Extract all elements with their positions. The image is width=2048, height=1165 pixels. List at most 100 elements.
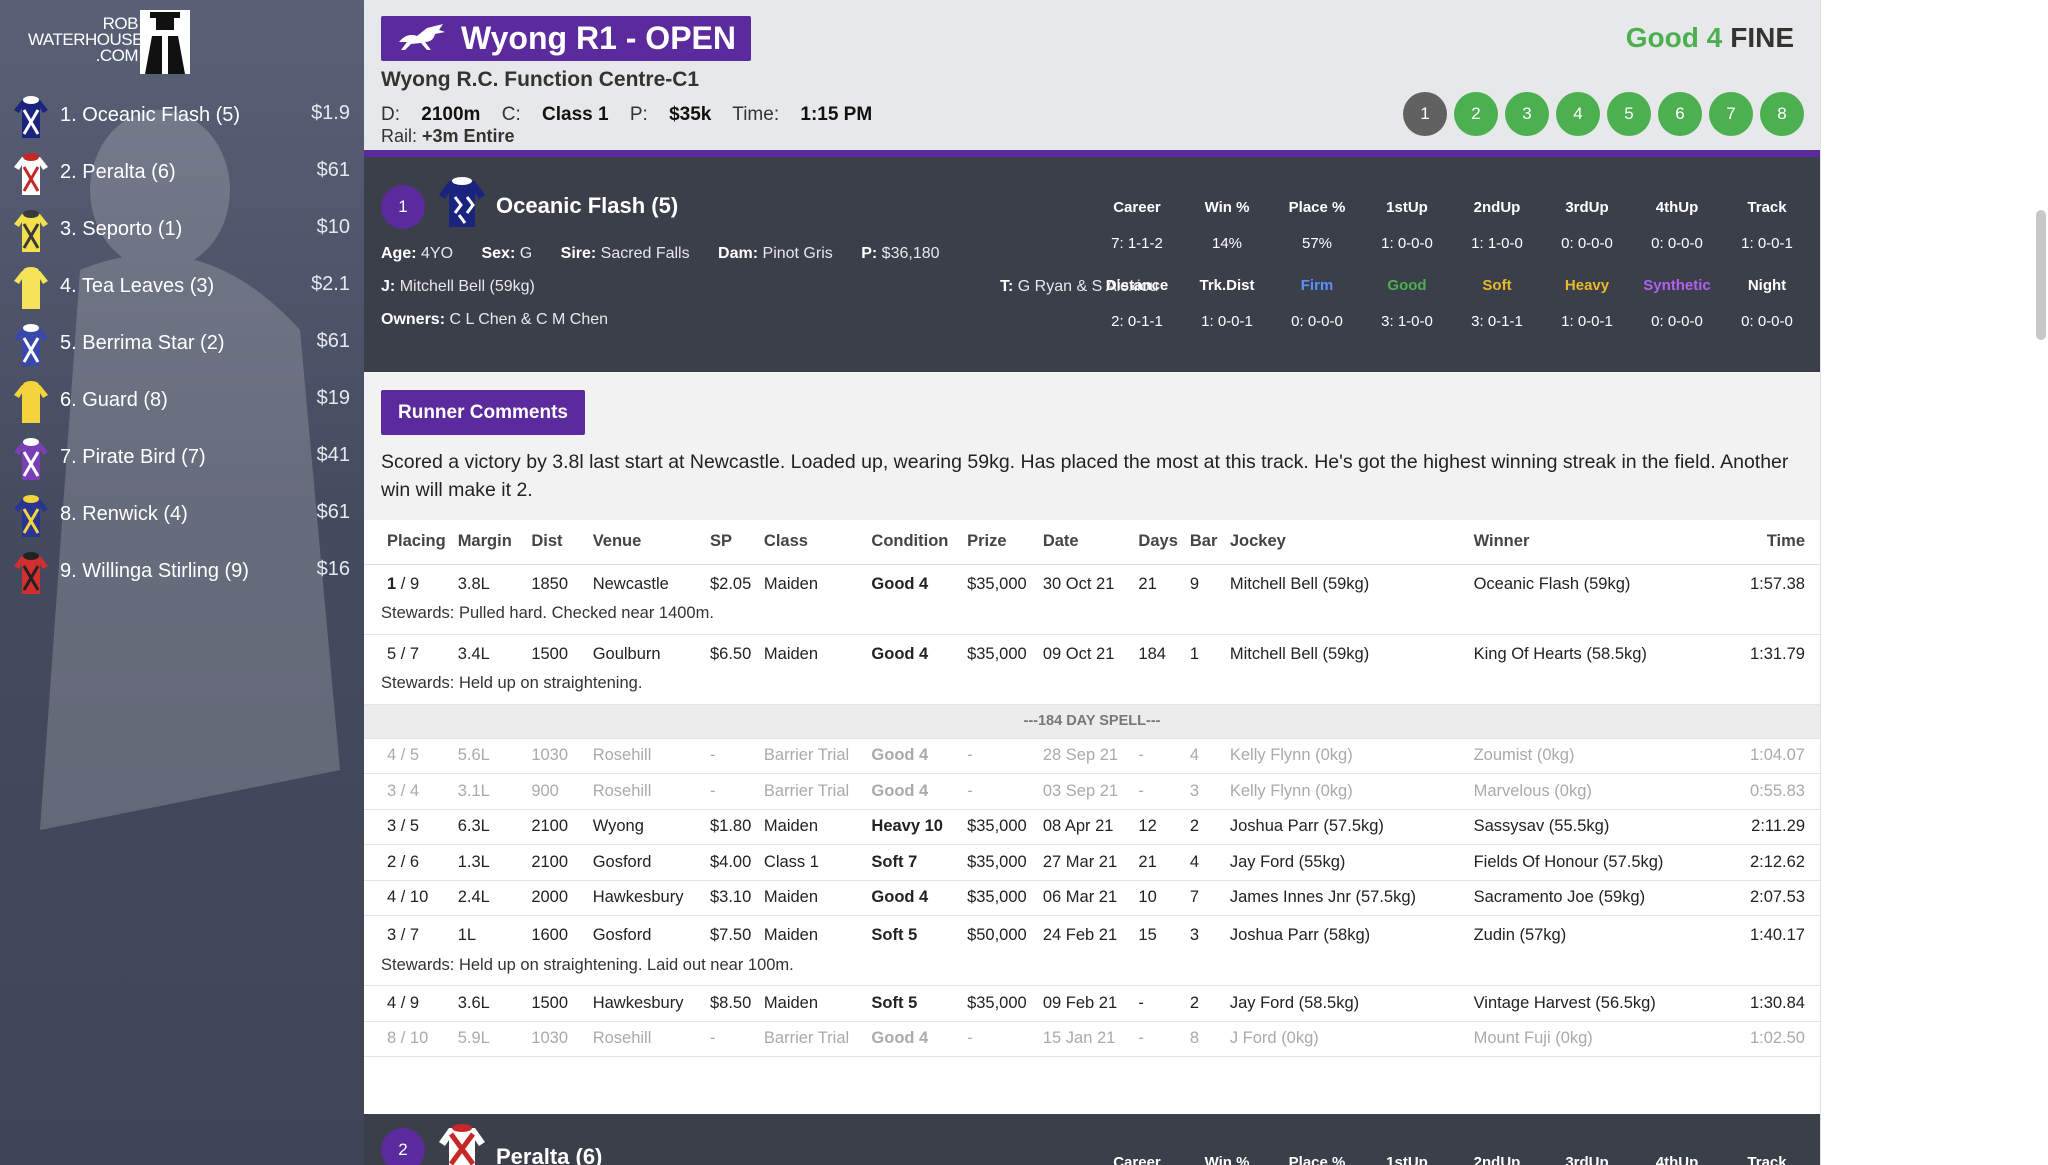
cell-time: 1:31.79 <box>1749 644 1805 663</box>
column-header[interactable]: Placing <box>364 520 452 565</box>
runner-odds: $2.1 <box>311 273 350 295</box>
cell-date: 15 Jan 21 <box>1036 1021 1133 1057</box>
column-header[interactable]: Venue <box>586 520 704 565</box>
column-header[interactable]: Date <box>1036 520 1133 565</box>
cell-prize: - <box>961 738 1037 774</box>
cell-dist: 900 <box>525 773 587 810</box>
cell-margin: 2.4L <box>451 880 526 916</box>
runner-sidebar: ROB WATERHOUSE .COM 1. Oceanic Flash (5) $1… <box>0 0 364 1165</box>
column-header[interactable]: Margin <box>451 520 526 565</box>
jockey-silks-icon <box>14 552 48 594</box>
cell-sp: $1.80 <box>703 809 758 845</box>
cell-margin: 6.3L <box>451 809 526 845</box>
jockey-silks-icon <box>14 96 48 138</box>
cell-bar: 9 <box>1189 574 1200 593</box>
placing-value: 2 / 6 <box>387 852 420 871</box>
form-row: 5 / 7 3.4L 1500 Goulburn $6.50 Maiden Good 4 $3… <box>364 634 1820 674</box>
cell-bar: 4 <box>1183 844 1224 881</box>
stat-cell: 3: 1-0-0 <box>1381 313 1433 330</box>
column-header[interactable]: Days <box>1132 520 1184 565</box>
spell-divider-row: ---184 DAY SPELL--- <box>364 704 1820 739</box>
runner-item[interactable]: 9. Willinga Stirling (9) $16 <box>0 546 364 602</box>
runner-item[interactable]: 3. Seporto (1) $10 <box>0 204 364 260</box>
cell-jockey: Mitchell Bell (59kg) <box>1229 574 1370 593</box>
stat-cell: 1: 0-0-0 <box>1381 235 1433 252</box>
cell-venue: Wyong <box>586 809 704 845</box>
race-number-button[interactable]: 3 <box>1505 92 1549 136</box>
race-number-button[interactable]: 1 <box>1403 92 1447 136</box>
stat-cell: 1: 1-0-0 <box>1471 235 1523 252</box>
cell-time: 2:07.53 <box>1698 880 1820 916</box>
cell-time: 1:30.84 <box>1698 985 1820 1022</box>
runner-item[interactable]: 4. Tea Leaves (3) $2.1 <box>0 261 364 317</box>
cell-placing: 8 / 10 <box>364 1021 452 1057</box>
column-header[interactable]: Prize <box>961 520 1037 565</box>
placing-value: 3 / 5 <box>387 817 420 836</box>
cell-venue: Gosford <box>592 926 652 945</box>
cell-jockey: Mitchell Bell (59kg) <box>1229 644 1370 663</box>
column-header[interactable]: Condition <box>865 520 962 565</box>
runner-item[interactable]: 5. Berrima Star (2) $61 <box>0 318 364 374</box>
stat-cell: 0: 0-0-0 <box>1291 313 1343 330</box>
runner-item[interactable]: 7. Pirate Bird (7) $41 <box>0 432 364 488</box>
cell-class: Maiden <box>757 880 866 916</box>
runner-odds: $19 <box>316 387 350 409</box>
column-header[interactable]: Time <box>1698 520 1820 565</box>
runner-item[interactable]: 1. Oceanic Flash (5) $1.9 <box>0 90 364 146</box>
race-number-button[interactable]: 5 <box>1607 92 1651 136</box>
cell-class: Barrier Trial <box>757 738 866 774</box>
runner-name: 8. Renwick (4) <box>60 503 188 525</box>
race-class: Class 1 <box>542 104 609 125</box>
cell-date: 09 Oct 21 <box>1042 644 1115 663</box>
runner-comments-button[interactable]: Runner Comments <box>381 390 585 435</box>
venue-name: Wyong R.C. Function Centre-C1 <box>381 68 700 91</box>
column-header[interactable]: Dist <box>525 520 587 565</box>
column-header[interactable]: Jockey <box>1223 520 1468 565</box>
placing-value: 3 / 7 <box>387 926 420 945</box>
header-divider <box>364 150 1820 157</box>
cell-days: - <box>1132 985 1184 1022</box>
cell-class: Maiden <box>763 926 819 945</box>
race-number-button[interactable]: 2 <box>1454 92 1498 136</box>
column-header[interactable]: Class <box>757 520 866 565</box>
stat-cell: 57% <box>1301 235 1333 252</box>
race-number-button[interactable]: 4 <box>1556 92 1600 136</box>
scrollbar-thumb[interactable] <box>2036 210 2046 340</box>
stat-cell: Win % <box>1204 199 1250 216</box>
stewards-note: Stewards: Held up on straightening. <box>364 674 1820 705</box>
cell-margin: 5.6L <box>451 738 526 774</box>
stat-cell: 1: 0-0-1 <box>1741 235 1793 252</box>
stat-cell: 0: 0-0-0 <box>1561 235 1613 252</box>
column-header[interactable]: Winner <box>1467 520 1699 565</box>
column-header[interactable]: Bar <box>1183 520 1224 565</box>
cell-dist: 1030 <box>525 738 587 774</box>
stat-cell: Distance <box>1105 277 1169 294</box>
runner-odds: $16 <box>316 558 350 580</box>
cell-sp: $3.10 <box>703 880 758 916</box>
race-number-button[interactable]: 6 <box>1658 92 1702 136</box>
column-header[interactable]: SP <box>703 520 758 565</box>
cell-dist: 1030 <box>525 1021 587 1057</box>
runner-item[interactable]: 2. Peralta (6) $61 <box>0 147 364 203</box>
runner-item[interactable]: 6. Guard (8) $19 <box>0 375 364 431</box>
cell-bar: 3 <box>1183 773 1224 810</box>
stat-cell: Soft <box>1482 277 1512 294</box>
cell-winner: Oceanic Flash (59kg) <box>1473 574 1631 593</box>
site-logo[interactable]: ROB WATERHOUSE .COM <box>28 10 198 76</box>
cell-dist: 1500 <box>525 985 587 1022</box>
stat-cell: 3rdUp <box>1565 199 1609 216</box>
cell-time: 1:04.07 <box>1698 738 1820 774</box>
cell-placing: 4 / 5 <box>364 738 452 774</box>
runner-item[interactable]: 8. Renwick (4) $61 <box>0 489 364 545</box>
cell-prize: $35,000 <box>967 574 1027 593</box>
stewards-note-row: Stewards: Held up on straightening. Laid… <box>364 955 1820 986</box>
race-header: Wyong R1 - OPEN Wyong R.C. Function Cent… <box>364 0 1820 150</box>
cell-jockey: Joshua Parr (57.5kg) <box>1223 809 1468 845</box>
race-number-button[interactable]: 7 <box>1709 92 1753 136</box>
race-number-button[interactable]: 8 <box>1760 92 1804 136</box>
cell-venue: Rosehill <box>586 773 704 810</box>
cell-jockey: Kelly Flynn (0kg) <box>1223 773 1468 810</box>
jockey-silks-icon <box>14 324 48 366</box>
runner-odds: $61 <box>316 501 350 523</box>
placing-value: 5 / 7 <box>387 644 420 663</box>
